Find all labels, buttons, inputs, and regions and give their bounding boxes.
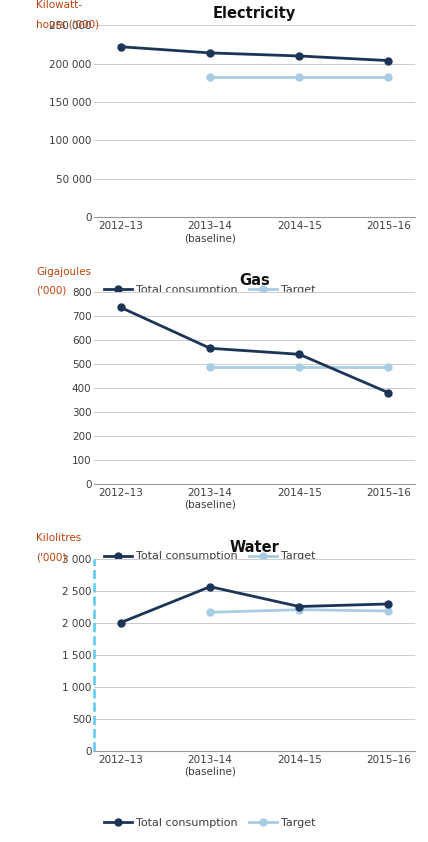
Title: Electricity: Electricity — [213, 7, 296, 21]
Legend: Total consumption, Target: Total consumption, Target — [100, 280, 320, 299]
Text: Gigajoules: Gigajoules — [36, 267, 92, 276]
Title: Gas: Gas — [239, 273, 270, 288]
Legend: Total consumption, Target: Total consumption, Target — [100, 813, 320, 833]
Legend: Total consumption, Target: Total consumption, Target — [100, 547, 320, 566]
Title: Water: Water — [230, 540, 279, 555]
Text: ('000): ('000) — [36, 285, 67, 296]
Text: Kilolitres: Kilolitres — [36, 533, 82, 543]
Text: ('000): ('000) — [36, 552, 67, 562]
Text: Kilowatt-: Kilowatt- — [36, 0, 82, 10]
Text: hours ('000): hours ('000) — [36, 19, 99, 29]
